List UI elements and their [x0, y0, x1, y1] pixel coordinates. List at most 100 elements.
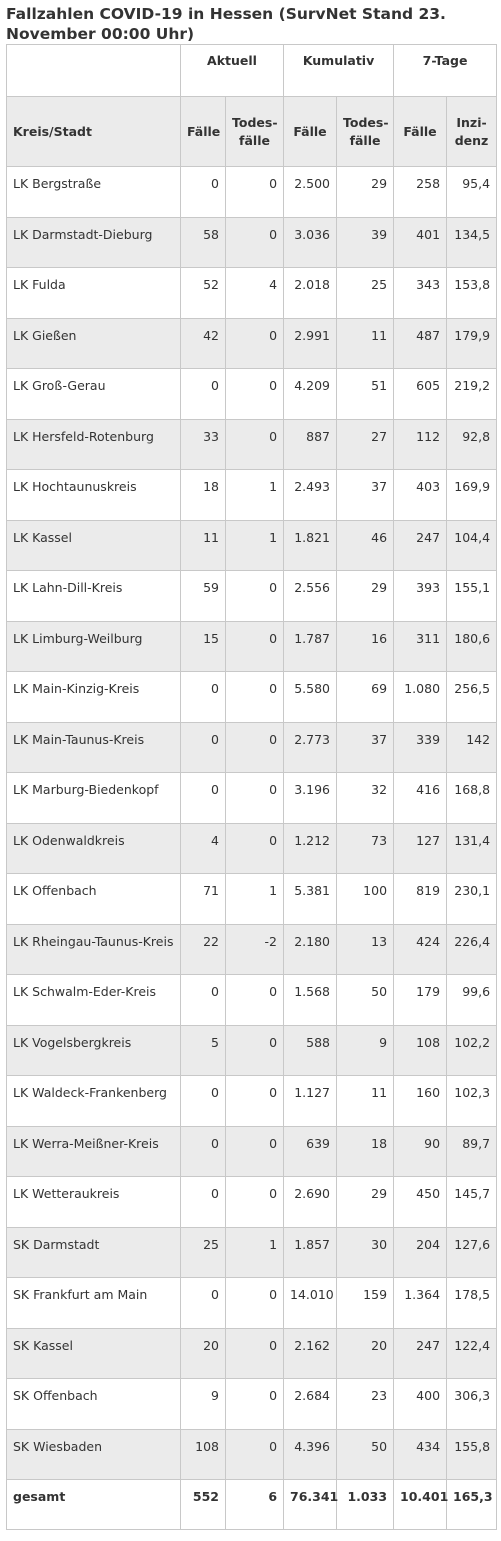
cell-inzidenz: 153,8: [446, 267, 498, 319]
table-row: LK Waldeck-Frankenberg 0 0 1.127 11 160 102,3: [6, 1075, 498, 1127]
cell-kumulativ-faelle: 2.690: [283, 1176, 338, 1228]
cell-7-tage-faelle: 311: [393, 620, 448, 672]
cell-7-tage-faelle: 403: [393, 469, 448, 521]
table-row: LK Hersfeld-Rotenburg 33 0 887 27 112 92,8: [6, 418, 498, 470]
cell-kumulativ-faelle: 5.580: [283, 671, 338, 723]
cell-kreis: LK Werra-Meißner-Kreis: [6, 1125, 181, 1177]
cell-aktuell-todesfaelle: 1: [224, 873, 285, 925]
cell-7-tage-faelle: 393: [393, 570, 448, 622]
cell-kreis: LK Odenwaldkreis: [6, 822, 181, 874]
header-line: denz: [454, 132, 489, 148]
cell-kumulativ-todesfaelle: 100: [336, 873, 395, 925]
cell-aktuell-faelle: 0: [180, 1277, 226, 1329]
cell-aktuell-faelle: 0: [180, 1176, 226, 1228]
cell-inzidenz: 102,3: [446, 1075, 498, 1127]
cell-aktuell-faelle: 0: [180, 772, 226, 824]
cell-kumulativ-faelle: 2.018: [283, 267, 338, 319]
cell-aktuell-todesfaelle: 0: [224, 368, 285, 420]
cell-kumulativ-todesfaelle: 50: [336, 974, 395, 1026]
cell-kumulativ-faelle: 1.212: [283, 822, 338, 874]
cell-aktuell-todesfaelle: 0: [224, 620, 285, 672]
column-header-aktuell-todesfaelle: Todes-fälle: [224, 96, 285, 167]
cell-kumulativ-todesfaelle: 37: [336, 469, 395, 521]
group-header-empty: [6, 44, 181, 97]
cell-7-tage-faelle: 424: [393, 923, 448, 975]
cell-inzidenz: 168,8: [446, 772, 498, 824]
cell-kumulativ-faelle: 2.493: [283, 469, 338, 521]
cell-7-tage-faelle: 434: [393, 1428, 448, 1480]
cell-inzidenz: 226,4: [446, 923, 498, 975]
cell-kreis: LK Offenbach: [6, 873, 181, 925]
cell-aktuell-todesfaelle: 0: [224, 216, 285, 268]
table-row: LK Kassel 11 1 1.821 46 247 104,4: [6, 519, 498, 571]
group-header-kumulativ: Kumulativ: [283, 44, 395, 97]
cell-kumulativ-todesfaelle: 16: [336, 620, 395, 672]
cell-7-tage-faelle: 90: [393, 1125, 448, 1177]
cell-kumulativ-faelle: 1.857: [283, 1226, 338, 1278]
table-row: LK Marburg-Biedenkopf 0 0 3.196 32 416 168,8: [6, 772, 498, 824]
cell-inzidenz: 145,7: [446, 1176, 498, 1228]
cell-kumulativ-todesfaelle: 30: [336, 1226, 395, 1278]
cell-kreis: LK Vogelsbergkreis: [6, 1024, 181, 1076]
header-line: fälle: [349, 132, 381, 148]
total-label: gesamt: [6, 1479, 181, 1530]
column-group-row: Aktuell Kumulativ 7-Tage: [6, 44, 498, 97]
cell-aktuell-todesfaelle: 0: [224, 974, 285, 1026]
cell-kreis: LK Hochtaunuskreis: [6, 469, 181, 521]
cell-aktuell-faelle: 18: [180, 469, 226, 521]
cell-7-tage-faelle: 487: [393, 317, 448, 369]
group-header-7-tage: 7-Tage: [393, 44, 498, 97]
cell-kumulativ-faelle: 1.787: [283, 620, 338, 672]
cell-kreis: LK Gießen: [6, 317, 181, 369]
table-row: SK Offenbach 9 0 2.684 23 400 306,3: [6, 1378, 498, 1430]
cell-aktuell-faelle: 9: [180, 1378, 226, 1430]
cell-kumulativ-todesfaelle: 9: [336, 1024, 395, 1076]
table-row: LK Lahn-Dill-Kreis 59 0 2.556 29 393 155,1: [6, 570, 498, 622]
cell-inzidenz: 127,6: [446, 1226, 498, 1278]
cell-kreis: SK Frankfurt am Main: [6, 1277, 181, 1329]
cell-aktuell-todesfaelle: 0: [224, 1428, 285, 1480]
cell-kumulativ-faelle: 5.381: [283, 873, 338, 925]
cell-kreis: SK Kassel: [6, 1327, 181, 1379]
cell-kumulativ-todesfaelle: 32: [336, 772, 395, 824]
cell-inzidenz: 134,5: [446, 216, 498, 268]
cell-kumulativ-faelle: 1.821: [283, 519, 338, 571]
cell-kumulativ-todesfaelle: 23: [336, 1378, 395, 1430]
table-row: LK Main-Kinzig-Kreis 0 0 5.580 69 1.080 256,5: [6, 671, 498, 723]
cell-kreis: LK Bergstraße: [6, 166, 181, 218]
total-inzidenz: 165,3: [446, 1479, 498, 1530]
cell-7-tage-faelle: 605: [393, 368, 448, 420]
cell-kumulativ-faelle: 2.684: [283, 1378, 338, 1430]
cell-7-tage-faelle: 416: [393, 772, 448, 824]
cell-inzidenz: 230,1: [446, 873, 498, 925]
cell-aktuell-todesfaelle: 0: [224, 822, 285, 874]
cell-aktuell-faelle: 0: [180, 368, 226, 420]
cell-aktuell-faelle: 0: [180, 721, 226, 773]
cell-kumulativ-faelle: 2.991: [283, 317, 338, 369]
cell-7-tage-faelle: 343: [393, 267, 448, 319]
cell-inzidenz: 178,5: [446, 1277, 498, 1329]
cell-kumulativ-faelle: 2.162: [283, 1327, 338, 1379]
cell-aktuell-faelle: 71: [180, 873, 226, 925]
cell-kumulativ-todesfaelle: 27: [336, 418, 395, 470]
cell-7-tage-faelle: 108: [393, 1024, 448, 1076]
cell-kreis: LK Marburg-Biedenkopf: [6, 772, 181, 824]
column-header-row: Kreis/Stadt Fälle Todes-fälle Fälle Tode…: [6, 96, 498, 167]
cell-aktuell-todesfaelle: 0: [224, 1075, 285, 1127]
cell-aktuell-faelle: 0: [180, 1075, 226, 1127]
table-row: SK Wiesbaden 108 0 4.396 50 434 155,8: [6, 1428, 498, 1480]
page-title: Fallzahlen COVID-19 in Hessen (SurvNet S…: [6, 5, 446, 43]
cell-kumulativ-todesfaelle: 51: [336, 368, 395, 420]
cell-kumulativ-faelle: 887: [283, 418, 338, 470]
table-row: LK Wetteraukreis 0 0 2.690 29 450 145,7: [6, 1176, 498, 1228]
cell-aktuell-todesfaelle: 0: [224, 418, 285, 470]
cell-kumulativ-todesfaelle: 18: [336, 1125, 395, 1177]
cell-aktuell-todesfaelle: 1: [224, 1226, 285, 1278]
cell-7-tage-faelle: 400: [393, 1378, 448, 1430]
cell-kumulativ-todesfaelle: 29: [336, 166, 395, 218]
cell-kumulativ-todesfaelle: 73: [336, 822, 395, 874]
total-kumulativ-todesfaelle: 1.033: [336, 1479, 395, 1530]
cell-kumulativ-todesfaelle: 11: [336, 317, 395, 369]
cell-kumulativ-todesfaelle: 25: [336, 267, 395, 319]
cell-aktuell-todesfaelle: 0: [224, 317, 285, 369]
